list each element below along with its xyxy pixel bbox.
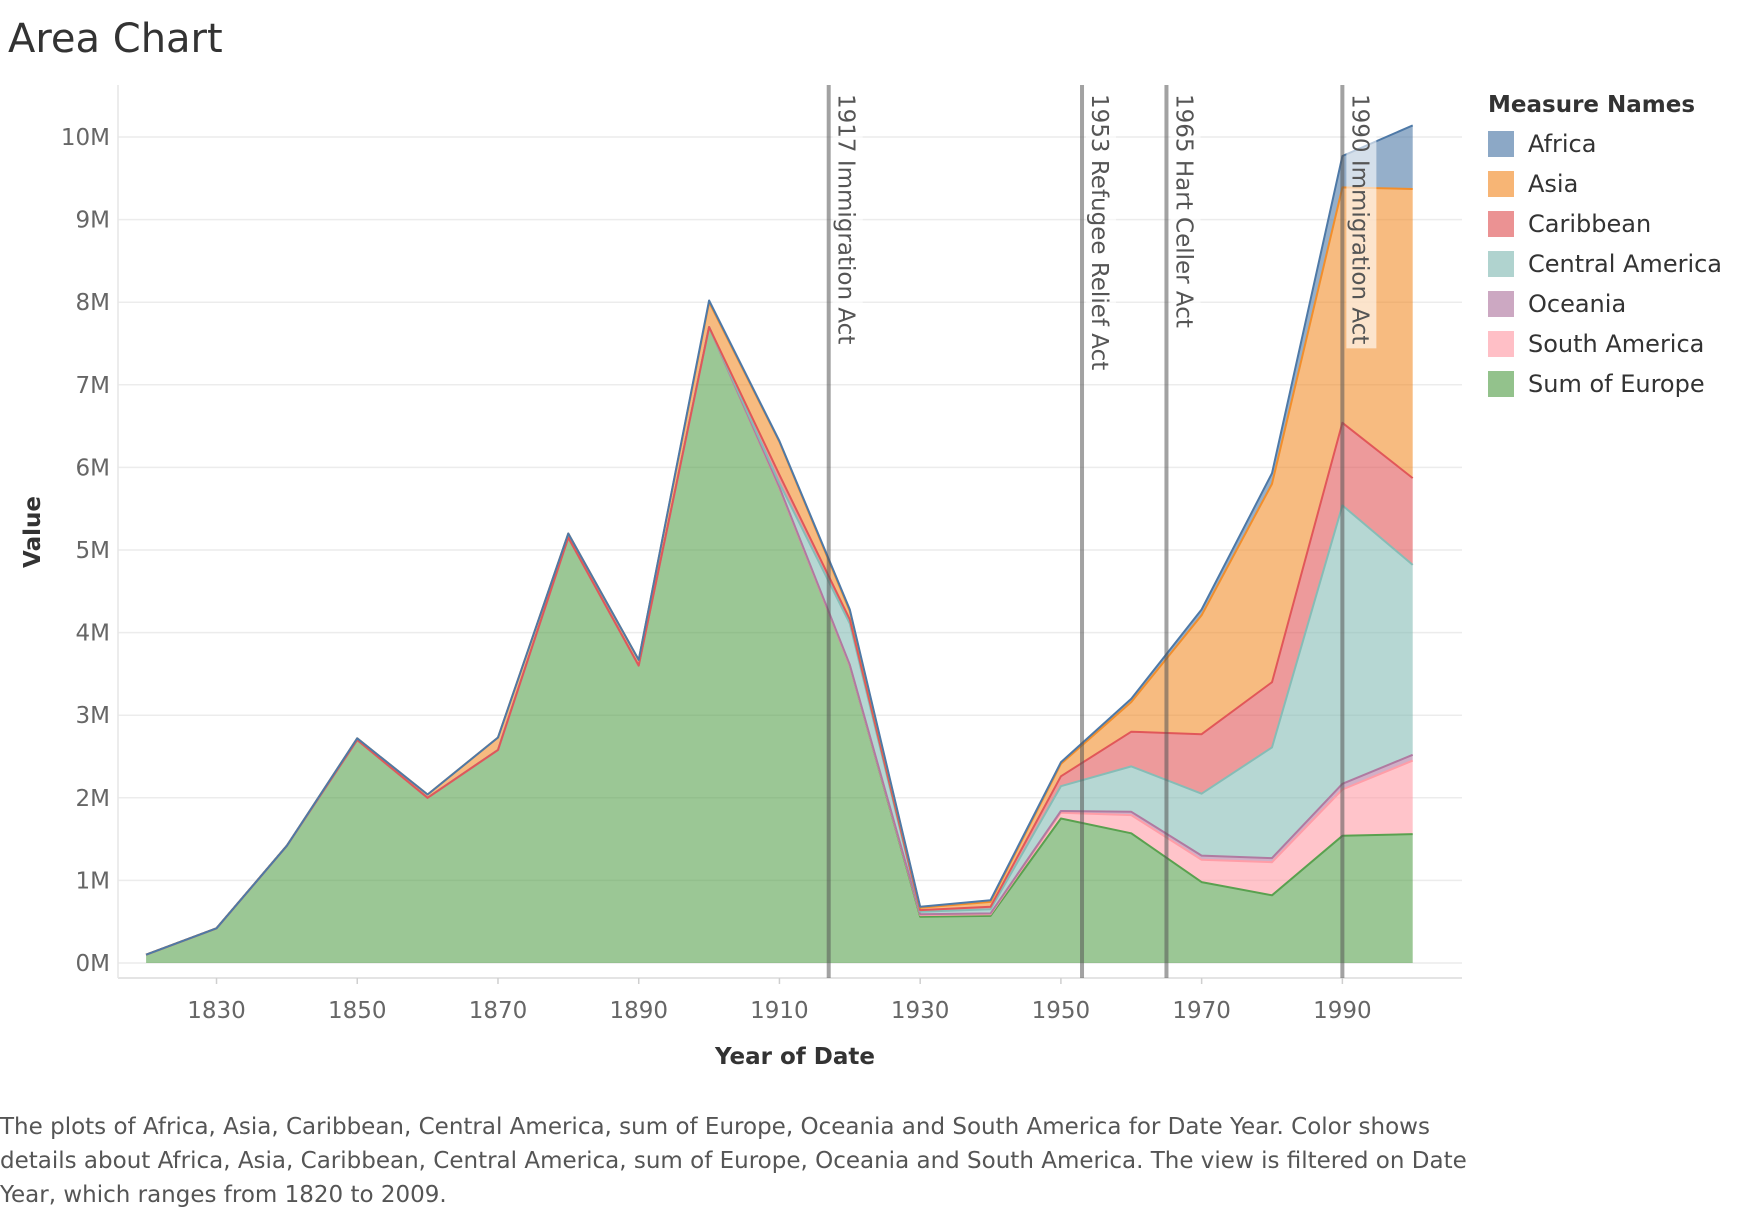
legend-item-central-america[interactable]: Central America	[1488, 244, 1722, 284]
y-tick-label: 2M	[76, 786, 110, 812]
x-tick-label: 1970	[1172, 998, 1231, 1024]
area-sum-of-europe	[146, 327, 1413, 963]
y-tick-label: 7M	[76, 373, 110, 399]
legend-swatch	[1488, 211, 1514, 237]
legend-label: Oceania	[1528, 290, 1627, 318]
legend-label: Asia	[1528, 170, 1579, 198]
x-axis-title: Year of Date	[714, 1044, 875, 1070]
legend-item-asia[interactable]: Asia	[1488, 164, 1722, 204]
legend-item-south-america[interactable]: South America	[1488, 324, 1722, 364]
legend: Measure Names Africa Asia Caribbean Central…	[1488, 92, 1722, 404]
annotation-text: 1953 Refugee Relief Act	[1086, 94, 1112, 370]
y-tick-label: 5M	[76, 538, 110, 564]
annotation-label: 1917 Immigration Act	[832, 92, 863, 349]
annotation-label-bg	[1086, 92, 1117, 375]
annotation-label-bg	[832, 92, 863, 349]
legend-swatch	[1488, 371, 1514, 397]
y-axis: 0M 1M 2M 3M 4M 5M 6M 7M 8M 9M 10M	[61, 85, 119, 978]
annotation-lines: 1917 Immigration Act 1953 Refugee Relief …	[826, 85, 1377, 978]
area-series	[146, 125, 1413, 963]
annotation-label: 1990 Immigration Act	[1346, 92, 1377, 349]
legend-title: Measure Names	[1488, 92, 1696, 118]
x-tick-label: 1950	[1032, 998, 1091, 1024]
y-tick-label: 8M	[76, 290, 110, 316]
x-tick-label: 1850	[328, 998, 387, 1024]
legend-item-sum-of-europe[interactable]: Sum of Europe	[1488, 364, 1722, 404]
legend-label: South America	[1528, 330, 1705, 358]
y-tick-label: 3M	[76, 703, 110, 729]
y-tick-label: 0M	[76, 951, 110, 977]
area-chart: 1917 Immigration Act 1953 Refugee Relief …	[20, 85, 1462, 1070]
legend-swatch	[1488, 251, 1514, 277]
page-title: Area Chart	[8, 16, 223, 62]
x-tick-label: 1990	[1313, 998, 1372, 1024]
series-lines	[145, 124, 1414, 956]
legend-label: Caribbean	[1528, 210, 1652, 238]
x-tick-label: 1830	[187, 998, 246, 1024]
legend-swatch	[1488, 291, 1514, 317]
legend-item-caribbean[interactable]: Caribbean	[1488, 204, 1722, 244]
annotation-label: 1965 Hart Celler Act	[1170, 92, 1201, 332]
legend-label: Central America	[1528, 250, 1723, 278]
legend-item-oceania[interactable]: Oceania	[1488, 284, 1722, 324]
y-tick-label: 4M	[76, 621, 110, 647]
line-africa	[145, 124, 1414, 956]
annotation-text: 1990 Immigration Act	[1346, 94, 1372, 344]
legend-swatch	[1488, 331, 1514, 357]
annotation-text: 1965 Hart Celler Act	[1170, 94, 1196, 328]
x-axis: 1830 1850 1870 1890 1910 1930 1950 1970 1990	[187, 978, 1372, 1024]
annotation-label-bg	[1346, 92, 1377, 349]
chart-caption: The plots of Africa, Asia, Caribbean, Ce…	[0, 1114, 1467, 1208]
legend-label: Africa	[1528, 130, 1597, 158]
y-tick-label: 9M	[76, 208, 110, 234]
annotation-label: 1953 Refugee Relief Act	[1086, 92, 1117, 375]
y-tick-label: 6M	[76, 455, 110, 481]
legend-swatch	[1488, 171, 1514, 197]
x-tick-label: 1910	[750, 998, 809, 1024]
x-tick-label: 1930	[891, 998, 950, 1024]
x-tick-label: 1890	[609, 998, 668, 1024]
legend-item-africa[interactable]: Africa	[1488, 124, 1722, 164]
y-tick-label: 10M	[61, 125, 110, 151]
annotation-text: 1917 Immigration Act	[833, 94, 859, 344]
x-tick-label: 1870	[469, 998, 528, 1024]
legend-label: Sum of Europe	[1528, 370, 1705, 398]
y-axis-title: Value	[20, 496, 46, 568]
y-tick-label: 1M	[76, 868, 110, 894]
area-central-america	[146, 327, 1413, 955]
legend-items: Africa Asia Caribbean Central America Oceani…	[1488, 124, 1722, 404]
legend-swatch	[1488, 131, 1514, 157]
annotation-label-bg	[1170, 92, 1201, 332]
